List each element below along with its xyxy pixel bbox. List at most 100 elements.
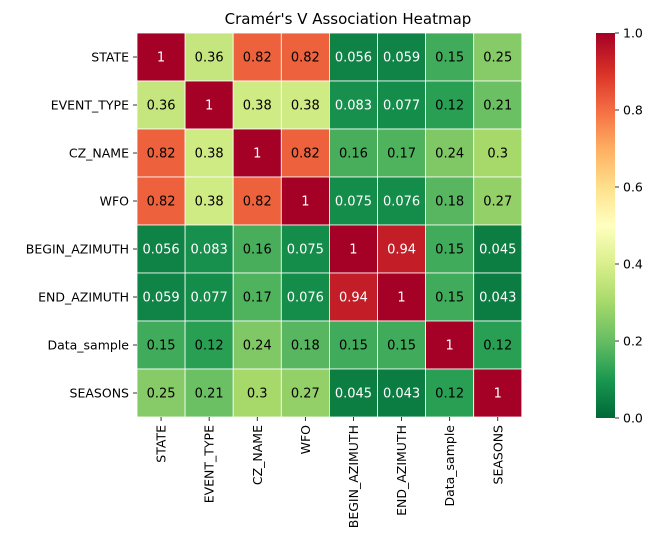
heatmap-cell-value: 0.045 bbox=[335, 387, 372, 402]
heatmap-cell bbox=[328, 224, 378, 274]
heatmap-cell-value: 0.94 bbox=[339, 291, 368, 306]
heatmap-cell-value: 1 bbox=[301, 195, 309, 210]
colorbar-tick-label: 0.8 bbox=[623, 103, 643, 118]
x-tick-label: CZ_NAME bbox=[250, 425, 265, 485]
heatmap-cell-value: 1 bbox=[349, 243, 357, 258]
heatmap-cell-value: 0.16 bbox=[243, 243, 272, 258]
heatmap-cell bbox=[232, 368, 282, 418]
heatmap-cell bbox=[328, 368, 378, 418]
heatmap-cell bbox=[328, 176, 378, 226]
heatmap-cell bbox=[232, 128, 282, 178]
heatmap-cell-value: 1 bbox=[494, 387, 502, 402]
heatmap-cell-value: 0.27 bbox=[483, 195, 512, 210]
heatmap-cell-value: 0.043 bbox=[383, 387, 420, 402]
heatmap-cell-value: 0.25 bbox=[147, 387, 176, 402]
heatmap-cell bbox=[328, 272, 378, 322]
heatmap-cell bbox=[280, 176, 330, 226]
x-tick-label: Data_sample bbox=[442, 425, 457, 507]
heatmap-cell-value: 0.076 bbox=[287, 291, 324, 306]
heatmap-cell bbox=[473, 272, 523, 322]
heatmap-cell-value: 0.82 bbox=[291, 51, 320, 66]
y-tick-label: SEASONS bbox=[70, 386, 130, 401]
heatmap-cell bbox=[136, 176, 186, 226]
colorbar-tick-label: 0.2 bbox=[623, 334, 643, 349]
y-tick-label: EVENT_TYPE bbox=[51, 98, 129, 113]
heatmap-cell bbox=[280, 128, 330, 178]
heatmap-cell-value: 0.82 bbox=[147, 195, 176, 210]
x-tick-label: EVENT_TYPE bbox=[202, 425, 217, 503]
heatmap-cell-value: 1 bbox=[253, 147, 261, 162]
heatmap-cell-value: 0.82 bbox=[291, 147, 320, 162]
heatmap-cell bbox=[473, 368, 523, 418]
heatmap-cell bbox=[425, 176, 475, 226]
heatmap-cell bbox=[136, 32, 186, 82]
heatmap-cell-value: 0.059 bbox=[142, 291, 179, 306]
y-tick-label: BEGIN_AZIMUTH bbox=[26, 242, 129, 257]
heatmap-cell bbox=[473, 224, 523, 274]
y-tick-label: STATE bbox=[91, 50, 129, 65]
chart-title: Cramér's V Association Heatmap bbox=[225, 10, 472, 28]
heatmap-cell-value: 0.27 bbox=[291, 387, 320, 402]
x-tick-label: END_AZIMUTH bbox=[394, 425, 409, 516]
y-tick-label: WFO bbox=[100, 194, 130, 209]
heatmap-cell-value: 0.12 bbox=[435, 387, 464, 402]
heatmap-cell bbox=[232, 32, 282, 82]
heatmap-cell bbox=[377, 128, 426, 178]
heatmap-cell-value: 0.075 bbox=[335, 195, 372, 210]
x-axis-ticks: STATE EVENT_TYPE CZ_NAME WFO BEGIN_AZIMUTH EN… bbox=[154, 417, 505, 528]
heatmap-cells bbox=[136, 32, 523, 418]
heatmap-cell bbox=[425, 320, 475, 370]
heatmap-cell-value: 0.17 bbox=[387, 147, 416, 162]
heatmap-cell-value: 0.059 bbox=[383, 51, 420, 66]
y-tick-label: CZ_NAME bbox=[69, 146, 129, 161]
heatmap-cell-value: 0.82 bbox=[147, 147, 176, 162]
heatmap-cell-value: 1 bbox=[397, 291, 405, 306]
heatmap-cell-value: 0.12 bbox=[483, 339, 512, 354]
heatmap-cell-value: 1 bbox=[446, 339, 454, 354]
x-tick-label: BEGIN_AZIMUTH bbox=[346, 425, 361, 528]
heatmap-cell-value: 0.38 bbox=[243, 99, 272, 114]
heatmap-cell-value: 0.15 bbox=[339, 339, 368, 354]
heatmap-cell-value: 0.3 bbox=[487, 147, 508, 162]
heatmap-cell bbox=[328, 128, 378, 178]
heatmap-cell-value: 0.38 bbox=[195, 195, 224, 210]
heatmap-cell bbox=[328, 320, 378, 370]
heatmap-cell-value: 0.15 bbox=[435, 51, 464, 66]
heatmap-cell-value: 0.15 bbox=[147, 339, 176, 354]
heatmap-cell bbox=[425, 272, 475, 322]
colorbar-tick-label: 0.0 bbox=[623, 411, 643, 426]
heatmap-cell bbox=[184, 80, 234, 130]
heatmap-cell-value: 0.075 bbox=[287, 243, 324, 258]
heatmap-cell-value: 0.38 bbox=[291, 99, 320, 114]
heatmap-cell bbox=[184, 32, 234, 82]
heatmap-cell-value: 0.18 bbox=[291, 339, 320, 354]
colorbar-tick-label: 0.4 bbox=[623, 257, 643, 272]
heatmap-cell-value: 0.12 bbox=[435, 99, 464, 114]
heatmap-cell bbox=[377, 32, 426, 82]
heatmap-cell-value: 0.21 bbox=[195, 387, 224, 402]
x-tick-label: STATE bbox=[154, 425, 169, 463]
heatmap-cell-value: 0.21 bbox=[483, 99, 512, 114]
heatmap-cell bbox=[473, 32, 523, 82]
heatmap-cell bbox=[136, 320, 186, 370]
heatmap-cell-value: 0.076 bbox=[383, 195, 420, 210]
heatmap-cell-value: 0.17 bbox=[243, 291, 272, 306]
heatmap-cell bbox=[377, 80, 426, 130]
colorbar: 0.0 0.2 0.4 0.6 0.8 1.0 bbox=[596, 26, 643, 426]
heatmap-cell-value: 0.18 bbox=[435, 195, 464, 210]
heatmap-cell-value: 0.043 bbox=[479, 291, 516, 306]
heatmap-cell-value: 0.24 bbox=[435, 147, 464, 162]
heatmap-cell bbox=[280, 80, 330, 130]
heatmap-cell-value: 0.15 bbox=[387, 339, 416, 354]
heatmap-cell-labels: 1 0.36 0.82 0.82 0.056 0.059 0.15 0.25 0.36 1 0.38… bbox=[142, 51, 516, 402]
heatmap-cell-value: 0.25 bbox=[483, 51, 512, 66]
heatmap-cell-value: 0.056 bbox=[335, 51, 372, 66]
heatmap-cell bbox=[473, 128, 523, 178]
heatmap-cell-value: 0.24 bbox=[243, 339, 272, 354]
heatmap-cell-value: 0.15 bbox=[435, 243, 464, 258]
y-axis-ticks: STATE EVENT_TYPE CZ_NAME WFO BEGIN_AZIMUTH EN… bbox=[26, 50, 137, 401]
colorbar-tick-label: 1.0 bbox=[623, 26, 643, 41]
x-tick-label: WFO bbox=[298, 425, 313, 455]
heatmap-cell bbox=[232, 176, 282, 226]
x-tick-label: SEASONS bbox=[490, 425, 505, 485]
